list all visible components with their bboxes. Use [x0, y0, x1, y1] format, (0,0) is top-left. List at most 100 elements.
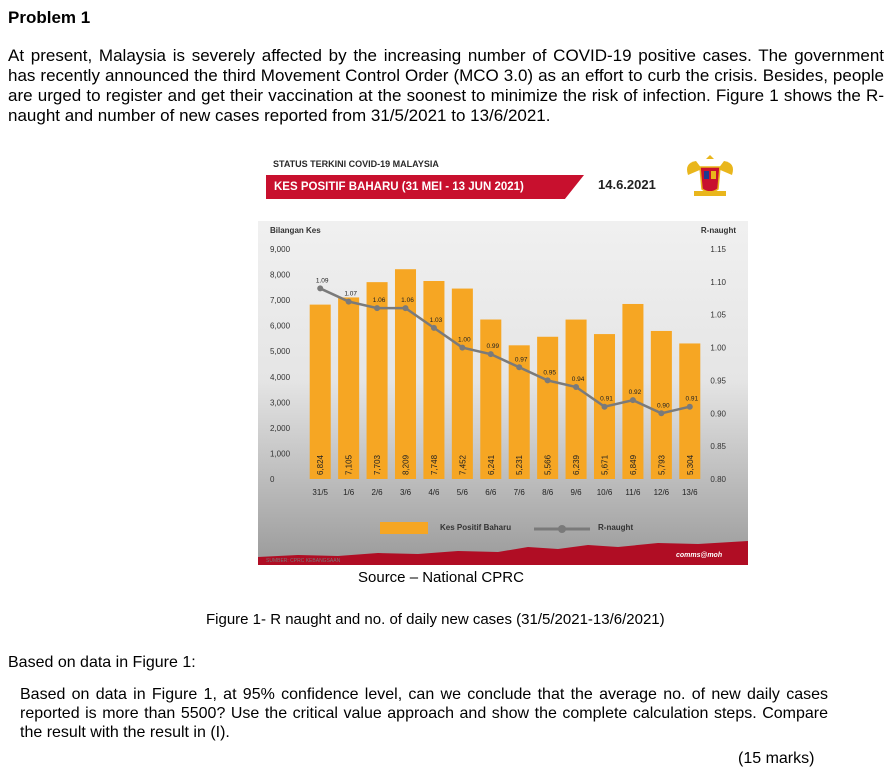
chart-bar: [451, 288, 473, 479]
y2-tick-label: 1.05: [710, 311, 726, 320]
rnaught-value-label: 1.06: [373, 297, 386, 304]
rnaught-point: [573, 384, 580, 390]
bar-value-label: 5,304: [686, 454, 695, 475]
figure-date: 14.6.2021: [598, 177, 656, 192]
rnaught-point: [516, 364, 523, 371]
chart-bar: [309, 304, 331, 479]
chart-bar: [650, 330, 672, 479]
x-tick-label: 12/6: [654, 488, 670, 497]
bar-value-label: 8,209: [402, 454, 411, 475]
legend-label-rnaught: R-naught: [598, 523, 634, 532]
x-tick-label: 11/6: [625, 488, 641, 497]
legend-label-cases: Kes Positif Baharu: [440, 523, 512, 532]
x-tick-label: 6/6: [485, 488, 497, 497]
x-tick-label: 10/6: [597, 488, 613, 497]
rnaught-value-label: 0.99: [486, 343, 499, 350]
chart-bar: [565, 319, 587, 479]
y2-tick-label: 0.90: [710, 409, 726, 418]
y2-tick-label: 0.80: [710, 475, 726, 484]
rnaught-value-label: 1.03: [430, 317, 443, 324]
x-tick-label: 5/6: [457, 488, 469, 497]
rnaught-point: [459, 344, 466, 351]
rnaught-value-label: 0.90: [657, 402, 670, 409]
figure-1: STATUS TERKINI COVID-19 MALAYSIA KES POS…: [258, 153, 748, 565]
rnaught-value-label: 0.91: [600, 396, 613, 403]
source-line: Source – National CPRC: [358, 569, 524, 586]
rnaught-point: [374, 305, 381, 312]
chart-bar: [480, 319, 502, 479]
chart-bar: [423, 280, 445, 479]
y-axis-title: Bilangan Kes: [270, 226, 321, 235]
y2-tick-label: 0.95: [710, 376, 726, 385]
y2-tick-label: 1.10: [710, 278, 726, 287]
x-tick-label: 8/6: [542, 488, 554, 497]
bar-value-label: 6,241: [487, 454, 496, 475]
rnaught-point: [601, 403, 608, 410]
covid-chart: Bilangan Kes R-naught 0 1,000 2,000 3,000 4,00…: [270, 226, 736, 497]
rnaught-line: [319, 287, 691, 415]
based-on-label: Based on data in Figure 1:: [8, 654, 196, 671]
rnaught-value-label: 0.97: [515, 356, 528, 363]
x-tick-label: 9/6: [571, 488, 583, 497]
bar-value-label: 7,452: [458, 454, 467, 475]
x-tick-label: 31/5: [312, 488, 328, 497]
coat-of-arms-icon: [687, 155, 733, 196]
x-tick-label: 3/6: [400, 488, 412, 497]
chart-bar: [537, 336, 559, 479]
intro-paragraph: At present, Malaysia is severely affecte…: [8, 46, 884, 125]
x-tick-label: 2/6: [372, 488, 384, 497]
chart-bar: [338, 297, 360, 479]
bar-value-label: 5,671: [601, 454, 610, 475]
rnaught-value-label: 0.92: [629, 389, 642, 396]
y-tick-label: 7,000: [270, 296, 291, 305]
rnaught-point: [345, 298, 352, 305]
rnaught-point: [430, 324, 437, 331]
y-tick-label: 8,000: [270, 271, 291, 280]
rnaught-point: [686, 403, 693, 410]
rnaught-point: [544, 377, 551, 384]
y-tick-label: 3,000: [270, 398, 291, 407]
legend-swatch-line: [534, 525, 590, 533]
problem-title: Problem 1: [8, 8, 91, 27]
bar-value-label: 5,793: [657, 454, 666, 475]
bar-value-label: 7,703: [373, 454, 382, 475]
rnaught-point: [402, 305, 409, 312]
y-tick-label: 1,000: [270, 449, 291, 458]
rnaught-point: [317, 285, 324, 292]
y-tick-label: 9,000: [270, 245, 291, 254]
bar-value-label: 7,105: [345, 454, 354, 475]
y-tick-label: 4,000: [270, 373, 291, 382]
bar-value-label: 6,849: [629, 454, 638, 475]
rnaught-value-label: 0.91: [685, 396, 698, 403]
y-tick-label: 0: [270, 475, 275, 484]
footer-band: [258, 541, 748, 565]
rnaught-value-label: 0.94: [572, 376, 585, 383]
figure-caption: Figure 1- R naught and no. of daily new …: [206, 611, 665, 628]
figure-source-label: SUMBER: CPRC KEBANGSAAN: [266, 558, 341, 564]
y2-tick-label: 1.15: [710, 245, 726, 254]
banner-title: KES POSITIF BAHARU (31 MEI - 13 JUN 2021…: [266, 175, 584, 199]
y-tick-label: 6,000: [270, 322, 291, 331]
rnaught-value-label: 1.07: [344, 291, 357, 298]
bar-value-label: 7,748: [430, 454, 439, 475]
y-tick-label: 2,000: [270, 424, 291, 433]
y-tick-label: 5,000: [270, 347, 291, 356]
legend-swatch-bar: [380, 522, 428, 534]
rnaught-value-label: 1.09: [316, 277, 329, 284]
rnaught-point: [629, 397, 636, 404]
chart-bar: [366, 282, 388, 479]
x-tick-label: 4/6: [428, 488, 440, 497]
x-tick-label: 7/6: [514, 488, 526, 497]
chart-bar: [622, 303, 644, 479]
chart-bar: [679, 343, 701, 479]
marks-label: (15 marks): [738, 750, 815, 767]
bar-value-label: 6,824: [316, 454, 325, 475]
chart-bar: [394, 269, 417, 479]
rnaught-value-label: 1.06: [401, 297, 414, 304]
y2-tick-label: 1.00: [710, 344, 726, 353]
rnaught-value-label: 1.00: [458, 337, 471, 344]
chart-bar: [508, 345, 530, 479]
status-title: STATUS TERKINI COVID-19 MALAYSIA: [273, 159, 439, 169]
bar-value-label: 6,239: [572, 454, 581, 475]
y2-axis-title: R-naught: [701, 226, 736, 235]
